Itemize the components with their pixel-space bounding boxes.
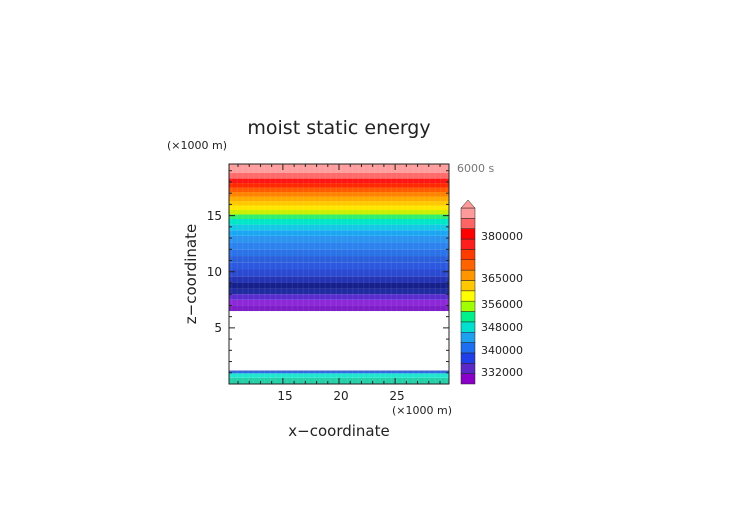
contour-band-12 <box>229 262 449 270</box>
contour-band-13 <box>229 256 449 263</box>
contour-band-21 <box>229 210 449 215</box>
colorbar-label-0: 380000 <box>481 230 523 243</box>
contour-band-26 <box>229 187 449 193</box>
colorbar-swatch-7 <box>460 300 476 312</box>
contour-band-29 <box>229 172 449 179</box>
colorbar-swatch-1 <box>460 363 476 374</box>
contour-band-27 <box>229 183 449 188</box>
x-tick-label-1: 20 <box>333 389 348 403</box>
time-label: 6000 s <box>457 162 494 175</box>
colorbar-swatch-6 <box>460 311 476 323</box>
colorbar-swatch-9 <box>460 280 476 292</box>
colorbar-arrow <box>460 199 476 209</box>
contour-band-6 <box>229 299 449 306</box>
colorbar-label-4: 340000 <box>481 344 523 357</box>
contour-band-19 <box>229 219 449 225</box>
x-tick-label-0: 15 <box>277 389 292 403</box>
colorbar-swatch-12 <box>460 249 476 261</box>
contour-band-9 <box>229 282 449 289</box>
contour-band-17 <box>229 230 449 236</box>
x-axis-label: x−coordinate <box>288 422 389 440</box>
plot-frame <box>228 163 450 385</box>
contour-band-10 <box>229 276 449 283</box>
contour-band-18 <box>229 224 449 231</box>
colorbar-label-2: 356000 <box>481 298 523 311</box>
colorbar-swatch-10 <box>460 269 476 281</box>
colorbar-swatch-0 <box>460 373 476 385</box>
contour-band-1 <box>229 373 449 378</box>
contour-band-4 <box>229 311 449 371</box>
contour-band-2 <box>229 371 449 374</box>
colorbar-swatch-11 <box>460 259 476 271</box>
colorbar-swatch-14 <box>460 228 476 240</box>
colorbar-swatch-15 <box>460 218 476 229</box>
contour-band-16 <box>229 235 449 243</box>
colorbar-swatch-3 <box>460 342 476 354</box>
contour-band-22 <box>229 205 449 211</box>
contour-band-20 <box>229 214 449 219</box>
colorbar-swatch-16 <box>460 207 476 219</box>
colorbar-swatch-13 <box>460 238 476 250</box>
contour-band-11 <box>229 269 449 277</box>
contour-layers <box>229 164 449 384</box>
y-tick-label-1: 10 <box>207 265 222 279</box>
colorbar-swatch-2 <box>460 352 476 364</box>
colorbar-swatch-4 <box>460 331 476 343</box>
colorbar-swatch-5 <box>460 321 476 333</box>
colorbar-label-3: 348000 <box>481 321 523 334</box>
contour-band-7 <box>229 294 449 300</box>
contour-band-25 <box>229 192 449 197</box>
contour-band-15 <box>229 242 449 250</box>
contour-band-5 <box>229 305 449 312</box>
contour-band-8 <box>229 288 449 295</box>
y-tick-label-2: 15 <box>207 209 222 223</box>
y-tick-label-0: 5 <box>214 321 222 335</box>
contour-band-3 <box>229 370 449 372</box>
x-unit-label: (×1000 m) <box>392 404 452 417</box>
contour-band-23 <box>229 201 449 206</box>
y-unit-label: (×1000 m) <box>167 139 227 152</box>
contour-band-28 <box>229 178 449 184</box>
contour-band-24 <box>229 196 449 202</box>
colorbar <box>460 199 476 385</box>
y-axis-label: z−coordinate <box>182 224 200 324</box>
colorbar-label-5: 332000 <box>481 366 523 379</box>
chart-title: moist static energy <box>247 117 430 139</box>
contour-band-14 <box>229 249 449 257</box>
colorbar-swatch-8 <box>460 290 476 302</box>
x-tick-label-2: 25 <box>389 389 404 403</box>
colorbar-label-1: 365000 <box>481 272 523 285</box>
